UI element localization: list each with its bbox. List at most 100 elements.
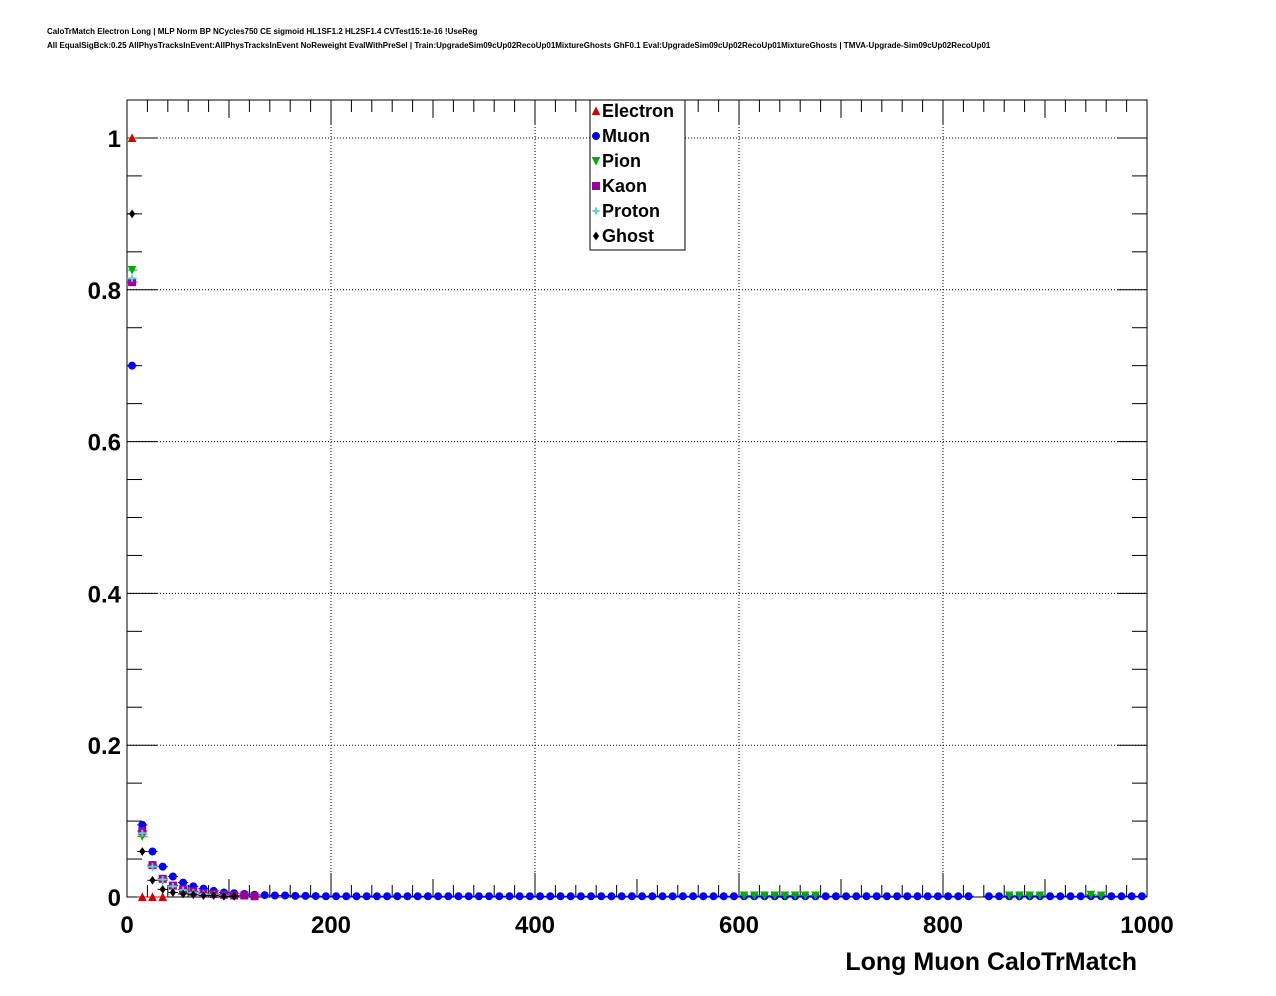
muon-point (821, 892, 830, 901)
x-tick-label: 600 (719, 912, 759, 939)
muon-point (872, 892, 881, 901)
muon-point (984, 892, 993, 901)
proton-series (127, 274, 229, 899)
muon-point (576, 892, 585, 901)
x-tick-label: 0 (120, 912, 133, 939)
pion-point (800, 891, 810, 901)
muon-point (719, 892, 728, 901)
muon-point (638, 892, 647, 901)
kaon-point (240, 891, 249, 900)
legend-kaon-label: Kaon (602, 176, 647, 196)
muon-point (332, 892, 341, 901)
muon-point (678, 892, 687, 901)
muon-point (179, 878, 188, 887)
muon-point (648, 892, 657, 901)
muon-point (444, 892, 453, 901)
ghost-point (179, 889, 187, 899)
muon-point (842, 892, 851, 901)
muon-point (281, 891, 290, 900)
muon-point (1046, 892, 1055, 901)
y-tick-label: 1 (108, 126, 121, 153)
muon-point (658, 892, 667, 901)
legend-ghost-label: Ghost (602, 226, 654, 246)
muon-point (474, 892, 483, 901)
pion-point (790, 891, 800, 901)
pion-point (127, 266, 137, 275)
legend-electron-label: Electron (602, 101, 674, 121)
muon-point (862, 892, 871, 901)
muon-point (923, 892, 932, 901)
pion-point (739, 891, 749, 901)
kaon-series (127, 278, 260, 901)
x-axis-title: Long Muon CaloTrMatch (845, 948, 1137, 976)
muon-point (311, 892, 320, 901)
pion-point (1004, 891, 1014, 901)
muon-point (556, 892, 565, 901)
muon-point (607, 892, 616, 901)
legend-pion-label: Pion (602, 151, 641, 171)
ghost-point (159, 885, 166, 894)
x-tick-label: 200 (311, 912, 351, 939)
muon-point (383, 892, 392, 901)
proton-point (138, 829, 146, 837)
proton-point (149, 863, 156, 871)
muon-point (505, 892, 514, 901)
muon-point (158, 862, 167, 871)
muon-point (352, 892, 361, 901)
muon-point (168, 872, 177, 881)
muon-point (954, 892, 963, 901)
legend-muon-marker (592, 132, 600, 140)
muon-point (587, 892, 596, 901)
legend: Electron Muon Pion Kaon Proton Ghost (589, 99, 686, 251)
pion-point (1035, 891, 1045, 901)
ghost-point (128, 209, 136, 219)
muon-point (1117, 892, 1126, 901)
muon-point (566, 892, 575, 901)
muon-point (882, 892, 891, 901)
ghost-point (210, 891, 217, 900)
electron-point (148, 892, 157, 901)
proton-point (159, 876, 167, 884)
muon-point (362, 892, 371, 901)
data-points-layer (127, 133, 1147, 901)
tick-labels-layer: 0 200 400 600 800 1000 0 0.2 0.4 0.6 0.8 1 (88, 126, 1174, 939)
y-tick-label: 0.4 (88, 581, 122, 608)
pion-point (780, 891, 790, 901)
header-title-line-1: CaloTrMatch Electron Long | MLP Norm BP … (47, 27, 478, 36)
muon-point (393, 892, 402, 901)
electron-point (127, 133, 137, 142)
muon-point (413, 892, 422, 901)
muon-point (536, 892, 545, 901)
muon-point (434, 892, 443, 901)
muon-point (148, 847, 157, 856)
legend-proton-marker (592, 207, 600, 215)
ghost-point (190, 890, 197, 900)
electron-point (137, 892, 147, 901)
legend-proton-label: Proton (602, 201, 660, 221)
muon-point (321, 892, 330, 901)
muon-point (495, 892, 504, 901)
muon-series (127, 361, 1147, 901)
x-tick-label: 400 (515, 912, 555, 939)
legend-muon-label: Muon (602, 126, 650, 146)
pion-series (127, 266, 1107, 901)
muon-point (291, 891, 300, 900)
pion-point (1015, 891, 1024, 901)
legend-box (589, 99, 686, 251)
muon-point (1066, 892, 1075, 901)
muon-point (617, 892, 626, 901)
muon-point (995, 892, 1004, 901)
muon-point (270, 891, 279, 900)
legend-kaon-marker (592, 182, 600, 190)
x-tick-label: 800 (923, 912, 963, 939)
muon-point (260, 891, 269, 900)
pion-point (1025, 891, 1035, 901)
muon-point (852, 892, 861, 901)
muon-point (485, 892, 494, 901)
muon-point (627, 892, 636, 901)
proton-point (128, 274, 136, 282)
muon-point (342, 892, 351, 901)
pion-point (1096, 891, 1106, 901)
ghost-series (127, 209, 240, 901)
